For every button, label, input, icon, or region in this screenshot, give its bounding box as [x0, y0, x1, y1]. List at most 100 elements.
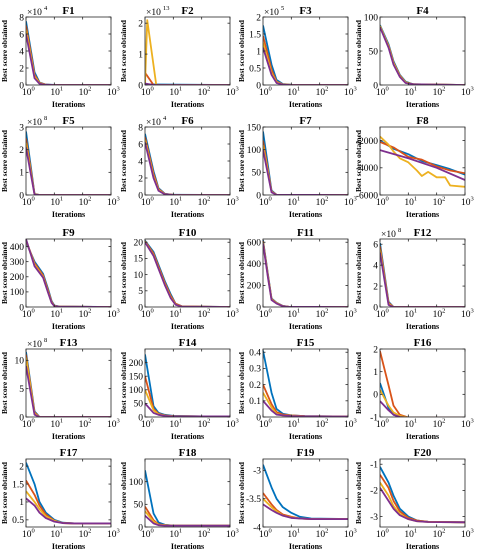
x-tick-exponent: 3 [471, 528, 474, 535]
x-axis-label: Iterations [171, 432, 204, 441]
y-tick-label: 0 [373, 391, 378, 401]
x-axis-label: Iterations [52, 100, 85, 109]
y-axis-label: Best score obtained [119, 129, 128, 192]
x-tick-exponent: 2 [442, 528, 445, 535]
y-tick-label: 50 [134, 400, 144, 410]
y-tick-label: 2 [19, 146, 24, 156]
x-axis-label: Iterations [171, 210, 204, 219]
y-multiplier-exponent: 8 [398, 227, 401, 234]
y-tick-label: 0 [256, 303, 261, 313]
y-axis-label: Best score obtained [237, 129, 246, 192]
y-tick-label: 4 [19, 47, 24, 57]
subplot-title: F5 [62, 115, 75, 127]
x-tick-exponent: 1 [414, 308, 417, 315]
x-tick-label: 10 [404, 420, 414, 430]
y-axis-label: Best score obtained [119, 241, 128, 304]
subplot-title: F3 [299, 5, 312, 17]
x-tick-label: 10 [316, 88, 326, 98]
axes-box [262, 126, 349, 196]
x-tick-exponent: 3 [117, 196, 120, 203]
x-tick-label: 10 [226, 420, 236, 430]
x-tick-exponent: 1 [60, 418, 63, 425]
x-tick-exponent: 3 [236, 196, 239, 203]
axes-box [379, 348, 466, 418]
y-tick-label: 10 [15, 357, 25, 367]
x-axis-label: Iterations [52, 322, 85, 331]
y-tick-label: 0 [373, 303, 378, 313]
axes-box [25, 458, 112, 528]
y-tick-label: 200 [10, 273, 25, 283]
subplot-title: F10 [179, 227, 197, 239]
subplot-f9: 10 0 10 1 10 2 10 30100200300400F9IterationsBes… [0, 227, 120, 331]
x-tick-exponent: 2 [325, 86, 328, 93]
subplot-f8: 10 0 10 1 10 2 10 3-6000-4000-2000F8IterationsB… [354, 115, 474, 219]
y-multiplier: ×10 [27, 8, 42, 18]
x-tick-label: 10 [79, 198, 89, 208]
y-tick-label: 6 [138, 140, 143, 150]
x-tick-exponent: 1 [60, 196, 63, 203]
y-tick-label: -4000 [356, 164, 378, 174]
plot-area [145, 459, 230, 527]
y-multiplier-exponent: 4 [163, 115, 167, 122]
x-tick-label: 10 [259, 88, 269, 98]
y-tick-label: 2 [256, 13, 261, 23]
y-tick-label: 8 [19, 13, 24, 23]
y-tick-label: 15 [134, 255, 144, 265]
y-tick-label: 0 [256, 81, 261, 91]
y-axis-label: Best score obtained [0, 461, 9, 524]
y-tick-label: 400 [247, 260, 262, 270]
plot-area [380, 17, 465, 85]
subplot-title: F8 [416, 115, 429, 127]
y-axis-label: Best score obtained [237, 461, 246, 524]
y-tick-label: 0 [256, 191, 261, 201]
x-tick-label: 10 [259, 420, 269, 430]
x-tick-label: 10 [141, 310, 151, 320]
subplot-title: F12 [414, 227, 432, 239]
x-tick-label: 10 [169, 530, 179, 540]
series-line-3 [380, 389, 465, 417]
x-tick-label: 10 [461, 198, 471, 208]
x-tick-label: 10 [316, 310, 326, 320]
x-tick-label: 10 [169, 198, 179, 208]
y-tick-label: 200 [129, 359, 144, 369]
y-tick-label: 0 [138, 303, 143, 313]
x-tick-exponent: 0 [386, 418, 389, 425]
plot-area [263, 127, 348, 195]
axes-box [144, 238, 231, 308]
y-tick-label: 6 [19, 30, 24, 40]
x-tick-exponent: 2 [88, 528, 91, 535]
y-tick-label: -3 [253, 467, 261, 477]
series-line-2 [145, 72, 230, 85]
subplot-title: F6 [181, 115, 194, 127]
y-tick-label: 10 [134, 271, 144, 281]
y-tick-label: 200 [247, 282, 262, 292]
x-tick-exponent: 0 [151, 86, 154, 93]
y-tick-label: -3.5 [246, 495, 261, 505]
x-axis-label: Iterations [406, 432, 439, 441]
x-tick-label: 10 [169, 310, 179, 320]
x-tick-label: 10 [376, 310, 386, 320]
x-tick-label: 10 [22, 310, 32, 320]
axes-box [262, 458, 349, 528]
x-tick-label: 10 [198, 198, 208, 208]
subplot-f14: 10 0 10 1 10 2 10 3050100150200F14IterationsBes… [119, 337, 239, 441]
y-tick-label: 0 [19, 191, 24, 201]
y-tick-label: 1.5 [249, 30, 261, 40]
y-axis-label: Best score obtained [354, 19, 363, 82]
y-tick-label: 4 [138, 157, 143, 167]
x-tick-exponent: 1 [297, 528, 300, 535]
y-multiplier: ×10 [146, 8, 161, 18]
axes-box [379, 458, 466, 528]
y-multiplier: ×10 [146, 118, 161, 128]
x-tick-label: 10 [50, 530, 60, 540]
x-tick-label: 10 [107, 198, 117, 208]
x-tick-label: 10 [107, 310, 117, 320]
subplot-title: F18 [179, 447, 197, 459]
y-tick-label: 0 [19, 303, 24, 313]
x-tick-exponent: 3 [471, 418, 474, 425]
axes-box [262, 238, 349, 308]
axes-box [379, 126, 466, 196]
y-multiplier: ×10 [264, 8, 279, 18]
